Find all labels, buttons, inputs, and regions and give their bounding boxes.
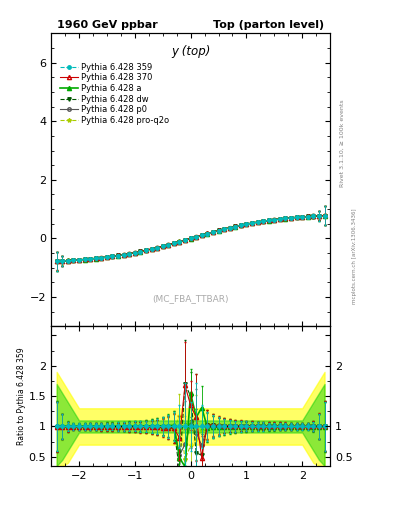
Text: (MC_FBA_TTBAR): (MC_FBA_TTBAR) xyxy=(152,294,229,303)
Text: y (top): y (top) xyxy=(171,45,210,58)
Text: Top (parton level): Top (parton level) xyxy=(213,20,325,30)
Text: 1960 GeV ppbar: 1960 GeV ppbar xyxy=(57,20,158,30)
Y-axis label: Ratio to Pythia 6.428 359: Ratio to Pythia 6.428 359 xyxy=(17,347,26,445)
Text: Rivet 3.1.10, ≥ 100k events: Rivet 3.1.10, ≥ 100k events xyxy=(340,99,345,187)
Legend: Pythia 6.428 359, Pythia 6.428 370, Pythia 6.428 a, Pythia 6.428 dw, Pythia 6.42: Pythia 6.428 359, Pythia 6.428 370, Pyth… xyxy=(58,61,171,126)
Text: mcplots.cern.ch [arXiv:1306.3436]: mcplots.cern.ch [arXiv:1306.3436] xyxy=(352,208,357,304)
